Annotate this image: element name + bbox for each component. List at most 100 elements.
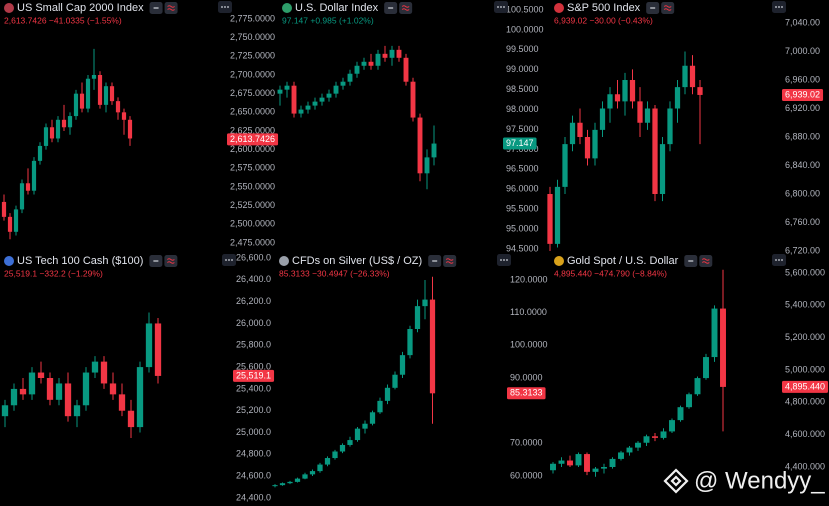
y-tick-label: 95.5000 [506, 204, 539, 214]
candle-body [562, 144, 568, 187]
candle-body [431, 143, 437, 158]
y-tick-label: 2,700.0000 [230, 69, 275, 79]
y-tick-label: 97.5000 [506, 124, 539, 134]
candle-body [599, 108, 606, 130]
y-tick-label: 6,720.00 [785, 245, 820, 255]
more-dot [781, 259, 783, 261]
more-dot [503, 259, 505, 261]
candle-body [298, 109, 304, 114]
compare-button [164, 255, 178, 267]
more-dot [500, 259, 502, 261]
candle-body [31, 160, 37, 191]
last-price-label: 25,519.1 [236, 370, 271, 380]
more-dot [228, 259, 230, 261]
candle-body [37, 145, 43, 161]
chart-subtitle: 2,613.7426 −41.0335 (−1.55%) [4, 15, 122, 25]
candle-body [592, 129, 598, 159]
y-tick-label: 6,840.00 [785, 160, 820, 170]
more-dot [778, 259, 780, 261]
candle-body [340, 81, 346, 86]
candle-body [637, 101, 643, 123]
y-tick-label: 100.0000 [506, 24, 544, 34]
candle-body [414, 306, 421, 329]
symbol-icon [279, 256, 289, 266]
chart-subtitle: 6,939.02 −30.00 (−0.43%) [554, 15, 653, 25]
candle-body [61, 119, 67, 128]
candle-body [79, 93, 85, 109]
compare-button [164, 2, 178, 14]
y-tick-label: 25,000.0 [236, 427, 271, 437]
y-tick-label: 6,760.00 [785, 217, 820, 227]
candle-body [399, 355, 406, 375]
y-tick-label: 6,880.00 [785, 131, 820, 141]
candle-body [601, 467, 607, 469]
y-tick-label: 7,000.00 [785, 46, 820, 56]
candle-body [674, 87, 681, 109]
candle-body [46, 378, 54, 400]
y-tick-label: 2,525.0000 [230, 200, 275, 210]
candle-body [136, 367, 144, 428]
candle-body [127, 119, 133, 139]
y-tick-label: 2,650.0000 [230, 107, 275, 117]
candle-body [28, 372, 36, 395]
y-tick-label: 2,675.0000 [230, 88, 275, 98]
y-tick-label: 26,400.0 [236, 274, 271, 284]
candle-body [127, 410, 135, 428]
chart-title: Gold Spot / U.S. Dollar [567, 255, 679, 267]
candle-body [64, 383, 72, 417]
candle-body [115, 101, 121, 113]
candle-body [382, 53, 388, 58]
more-dot [224, 6, 226, 8]
y-tick-label: 2,775.0000 [230, 13, 275, 23]
y-tick-label: 24,800.0 [236, 449, 271, 459]
compare-button [699, 255, 713, 267]
more-dot [231, 259, 233, 261]
chart-panel: 4,400.000 4,600.000 4,800.000 5,000.000 5,20… [550, 254, 829, 477]
candle-body [607, 94, 613, 109]
y-tick-label: 98.5000 [506, 84, 539, 94]
candle-body [567, 460, 573, 466]
candle-body [347, 73, 353, 82]
y-tick-label: 7,040.00 [785, 17, 820, 27]
candle-body [332, 451, 338, 459]
candle-body [362, 423, 368, 429]
candle-body [97, 75, 103, 105]
candle-body [429, 299, 436, 394]
more-dot [775, 6, 777, 8]
candle-body [354, 428, 361, 441]
candle-body [550, 463, 556, 471]
y-tick-label: 2,575.0000 [230, 163, 275, 173]
compare-icon [401, 5, 410, 11]
y-tick-label: 25,800.0 [236, 340, 271, 350]
candle-body [547, 194, 553, 244]
candle-body [682, 65, 688, 88]
candle-body [584, 454, 590, 472]
y-tick-label: 70.0000 [510, 438, 543, 448]
chart-panel: 2,475.0000 2,500.0000 2,525.0000 2,550.0000… [1, 1, 279, 247]
candle-body [392, 374, 398, 388]
candle-body [326, 93, 332, 98]
symbol-icon [4, 256, 14, 266]
last-price-tag [782, 88, 824, 101]
candle-body [324, 458, 331, 465]
candle-body [396, 49, 402, 58]
y-tick-label: 95.0000 [506, 223, 539, 233]
candle-body [689, 65, 696, 88]
candle-body [686, 394, 692, 408]
y-tick-label: 60.0000 [510, 470, 543, 480]
chart-title: US Tech 100 Cash ($100) [17, 255, 143, 267]
compare-button [661, 2, 675, 14]
y-tick-label: 100.0000 [510, 340, 548, 350]
candle-body [703, 357, 709, 379]
chart-subtitle: 25,519.1 −332.2 (−1.29%) [4, 268, 103, 278]
candle-body [284, 85, 290, 90]
candle-body [82, 372, 90, 406]
candle-body [377, 400, 383, 413]
chart-subtitle: 85.3133 −30.4947 (−26.33%) [279, 268, 390, 278]
compare-button [443, 255, 457, 267]
candle-body [121, 112, 127, 120]
candle-body [317, 464, 323, 472]
candle-body [720, 308, 726, 387]
last-price-tag [233, 369, 275, 382]
